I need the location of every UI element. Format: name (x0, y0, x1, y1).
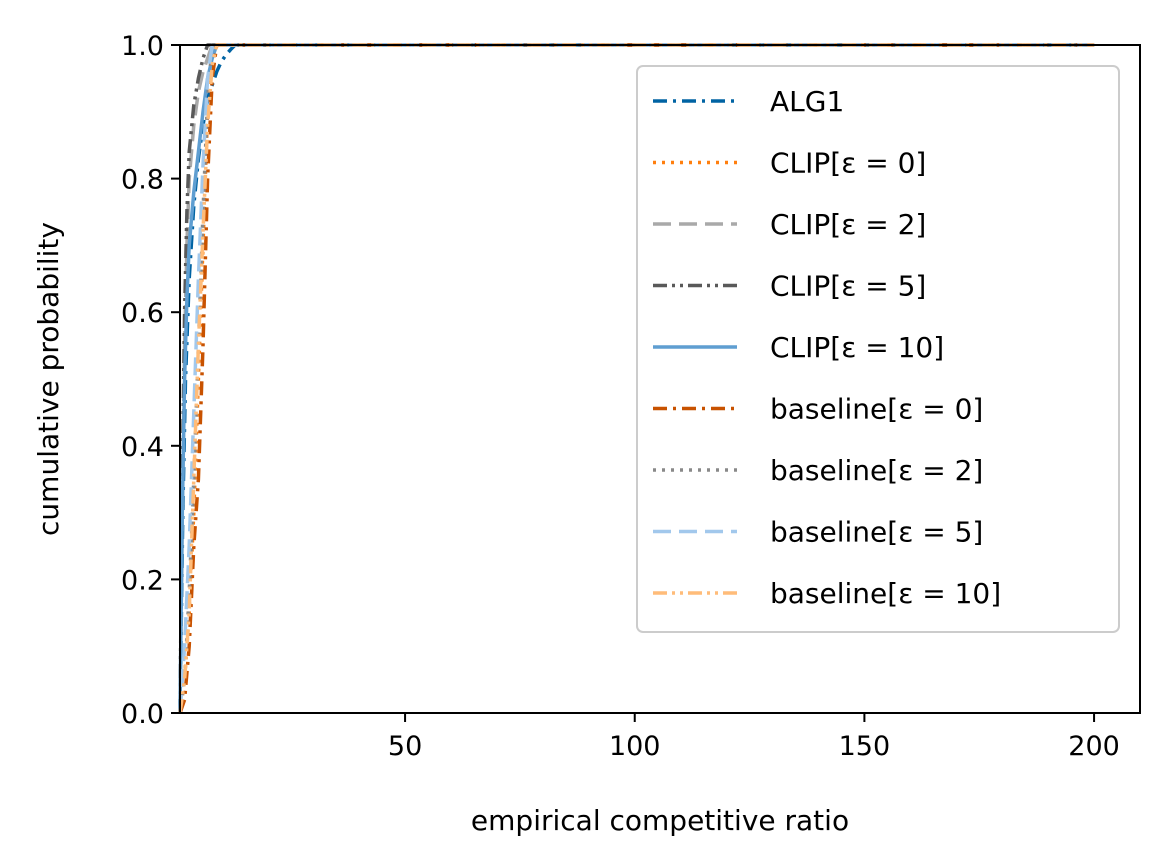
y-tick-label: 0.8 (121, 165, 164, 196)
y-tick-label: 0.2 (121, 565, 164, 596)
legend-label: CLIP[ε = 5] (770, 270, 926, 303)
legend-label: ALG1 (770, 85, 844, 118)
legend-label: CLIP[ε = 2] (770, 208, 926, 241)
y-tick-label: 0.4 (121, 432, 164, 463)
plot-frame (179, 44, 1141, 714)
x-tick-label: 200 (1068, 731, 1120, 762)
legend-label: CLIP[ε = 10] (770, 331, 944, 364)
series-line-8 (178, 43, 1095, 714)
x-tick-label: 100 (609, 731, 661, 762)
y-tick-label: 0.0 (121, 699, 164, 730)
x-axis-label: empirical competitive ratio (471, 804, 849, 837)
legend: ALG1 CLIP[ε = 0] CLIP[ε = 2] CLIP[ε = 5] CLI… (636, 65, 1120, 633)
legend-label: baseline[ε = 5] (770, 516, 983, 549)
y-tick-label: 1.0 (121, 31, 164, 62)
series-line-6 (178, 43, 1095, 714)
legend-label: CLIP[ε = 0] (770, 147, 926, 180)
legend-label: baseline[ε = 2] (770, 454, 983, 487)
x-tick-label: 150 (839, 731, 891, 762)
series-line-9 (178, 43, 1095, 714)
y-axis: 0.0 0.2 0.4 0.6 0.8 1.0 (121, 31, 180, 730)
x-tick-label: 50 (388, 731, 422, 762)
series-line-3 (178, 43, 1095, 714)
legend-label: baseline[ε = 10] (770, 577, 1001, 610)
legend-frame (636, 65, 1120, 633)
legend-label: baseline[ε = 0] (770, 393, 983, 426)
x-axis: 50 100 150 200 (388, 713, 1120, 762)
plot-lines (178, 43, 1095, 714)
y-axis-label: cumulative probability (32, 222, 65, 536)
y-tick-label: 0.6 (121, 298, 164, 329)
